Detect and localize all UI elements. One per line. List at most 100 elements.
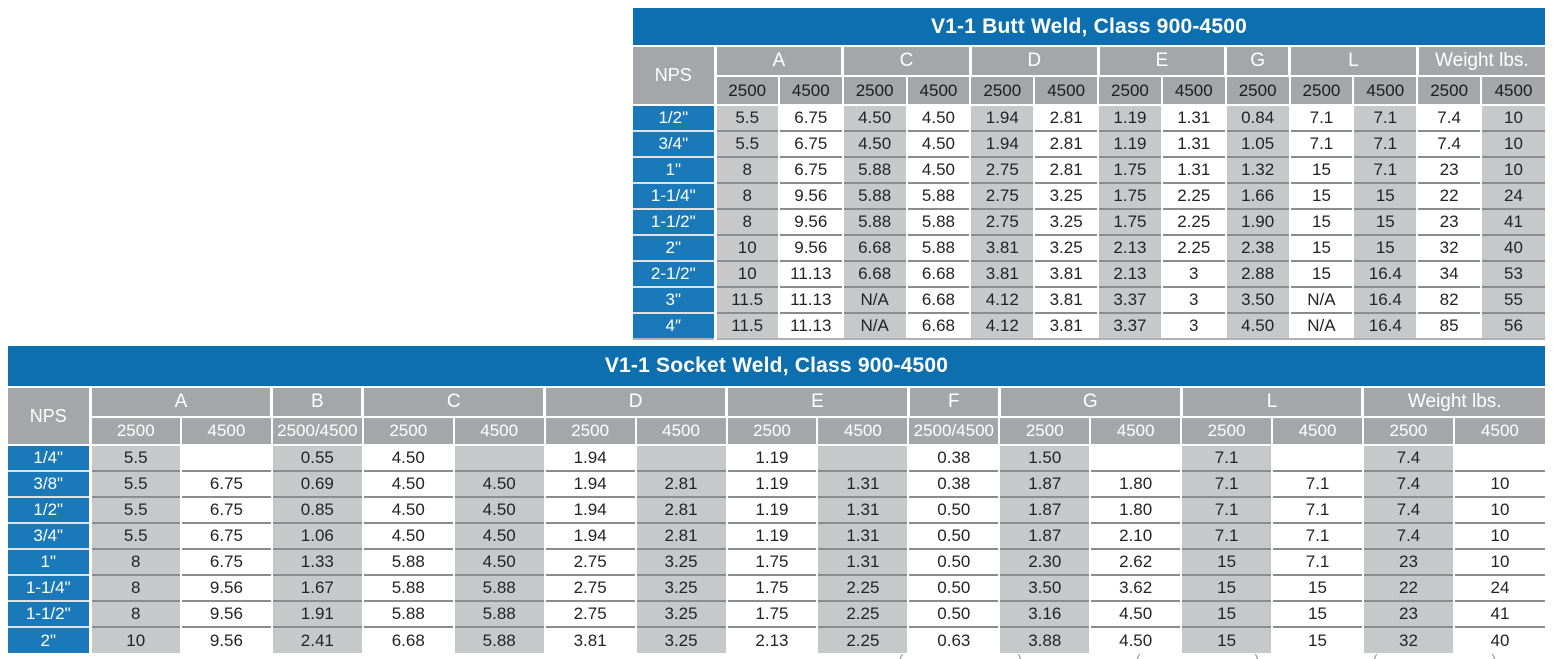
nps-cell: 1/4" [8, 444, 92, 471]
group-header-g: G [1224, 45, 1290, 77]
value-cell: 4.12 [969, 286, 1035, 313]
value-cell [179, 444, 272, 471]
value-cell: 6.68 [905, 286, 971, 313]
socket-weld-table-section: V1-1 Socket Weld, Class 900-4500 NPS A B C D… [8, 346, 1545, 653]
nps-cell: 1" [633, 156, 717, 183]
value-cell: 6.75 [777, 130, 843, 157]
table-row: 1/4" 5.5 0.55 4.50 1.94 1.19 0.38 1.50 7.1 7.4 [8, 444, 1545, 471]
value-cell: 1.94 [969, 104, 1035, 131]
value-cell: 34 [1416, 260, 1482, 287]
value-cell: 0.84 [1224, 104, 1290, 131]
value-cell: 9.56 [179, 574, 272, 601]
value-cell: 4.50 [452, 470, 545, 497]
group-header-l: L [1179, 386, 1363, 418]
value-cell: 15 [1288, 156, 1354, 183]
value-cell: 5.88 [361, 600, 454, 627]
value-cell: 7.1 [1352, 156, 1418, 183]
group-header-d: D [968, 45, 1099, 77]
value-cell: 7.1 [1352, 104, 1418, 131]
value-cell: 6.75 [777, 104, 843, 131]
nps-cell: 3/8" [8, 470, 92, 497]
value-cell: 7.1 [1271, 548, 1363, 575]
class-header-cell-c-4500: 4500 [452, 417, 545, 445]
table-row: 3/4" 5.5 6.75 1.06 4.50 4.50 1.94 2.81 1.19 1.31 0… [8, 522, 1545, 549]
table-row: 3/4" 5.5 6.75 4.50 4.50 1.94 2.81 1.19 1.31 1.05 7… [633, 130, 1545, 157]
value-cell: 5.5 [89, 496, 181, 523]
class-header-cell-g-2500: 2500 [998, 417, 1091, 445]
value-cell: 3.81 [1033, 312, 1099, 340]
value-cell: 2.75 [543, 600, 636, 627]
value-cell: 2.13 [725, 626, 818, 653]
table-row: 1-1/4" 8 9.56 5.88 5.88 2.75 3.25 1.75 2.25 1.66 1… [633, 182, 1545, 209]
value-cell: 7.1 [1180, 522, 1273, 549]
group-header-row: NPS A C D E G L Weight lbs. [633, 45, 1545, 105]
value-cell: 32 [1416, 234, 1482, 261]
value-cell [634, 444, 727, 471]
value-cell: 5.88 [905, 208, 971, 235]
table-header: NPS A C D E G L Weight lbs. 2500 4500 2500 4500 2500… [633, 45, 1545, 105]
nps-cell: 3" [633, 286, 717, 313]
nps-cell: 1-1/2" [8, 600, 92, 627]
value-cell: 15 [1352, 234, 1418, 261]
value-cell: 3.25 [634, 626, 727, 653]
value-cell: 10 [714, 234, 779, 261]
value-cell: 7.4 [1361, 522, 1454, 549]
value-cell: 1.31 [816, 548, 909, 575]
value-cell: 10 [1452, 522, 1545, 549]
class-header-cell-b-2500-4500: 2500/4500 [270, 417, 363, 445]
value-cell: 3.25 [634, 574, 727, 601]
value-cell: 10 [1480, 156, 1545, 183]
value-cell: 2.81 [634, 470, 727, 497]
value-cell: 1.94 [543, 496, 636, 523]
group-header-f: F [906, 386, 1000, 418]
value-cell: 4.50 [361, 522, 454, 549]
value-cell: 1.31 [1160, 104, 1226, 131]
value-cell: 3.62 [1089, 574, 1182, 601]
class-header-cell-d-4500: 4500 [1033, 76, 1099, 105]
value-cell: 1.94 [543, 522, 636, 549]
value-cell: 5.88 [361, 574, 454, 601]
value-cell: 6.75 [777, 156, 843, 183]
class-header-cell-d-4500: 4500 [634, 417, 727, 445]
value-cell: 4.50 [1089, 600, 1182, 627]
value-cell: 4.50 [361, 470, 454, 497]
group-header-a: A [713, 45, 843, 77]
value-cell: 3 [1160, 260, 1226, 287]
value-cell: 1.31 [1160, 130, 1226, 157]
table-row: 1/2" 5.5 6.75 4.50 4.50 1.94 2.81 1.19 1.31 0.84 7… [633, 104, 1545, 131]
value-cell: 55 [1480, 286, 1545, 313]
value-cell: 9.56 [179, 600, 272, 627]
value-cell: 8 [89, 548, 181, 575]
table-row: 4″ 11.5 11.13 N/A 6.68 4.12 3.81 3.37 3 4.50 N/A 16… [633, 312, 1545, 340]
value-cell: 10 [89, 626, 181, 653]
value-cell: 7.4 [1361, 470, 1454, 497]
value-cell: 5.88 [905, 234, 971, 261]
value-cell: 1.31 [816, 522, 909, 549]
value-cell: 2.75 [543, 548, 636, 575]
value-cell: 0.63 [907, 626, 1000, 653]
value-cell: 1.19 [1097, 104, 1162, 131]
value-cell: 9.56 [777, 208, 843, 235]
socket-weld-table-title: V1-1 Socket Weld, Class 900-4500 [8, 346, 1545, 386]
value-cell: 2.75 [969, 208, 1035, 235]
value-cell: 7.1 [1288, 130, 1354, 157]
value-cell: 2.30 [998, 548, 1091, 575]
class-header-row: 2500 4500 2500/4500 2500 4500 2500 4500 2500 450… [8, 417, 1545, 445]
class-header-cell-weight-lbs-4500: 4500 [1452, 417, 1545, 445]
value-cell: N/A [1288, 286, 1354, 313]
value-cell: 5.5 [714, 130, 779, 157]
value-cell: 4.50 [905, 156, 971, 183]
value-cell: 0.50 [907, 496, 1000, 523]
value-cell: 2.41 [270, 626, 363, 653]
value-cell: 2.81 [1033, 130, 1099, 157]
value-cell: 7.1 [1271, 522, 1363, 549]
value-cell: 10 [1452, 496, 1545, 523]
value-cell: 3.25 [634, 600, 727, 627]
value-cell: 16.4 [1352, 260, 1418, 287]
value-cell: 15 [1352, 208, 1418, 235]
value-cell: 4.50 [1224, 312, 1290, 340]
value-cell: 2.25 [816, 626, 909, 653]
value-cell: 3.25 [1033, 234, 1099, 261]
value-cell: 8 [714, 156, 779, 183]
